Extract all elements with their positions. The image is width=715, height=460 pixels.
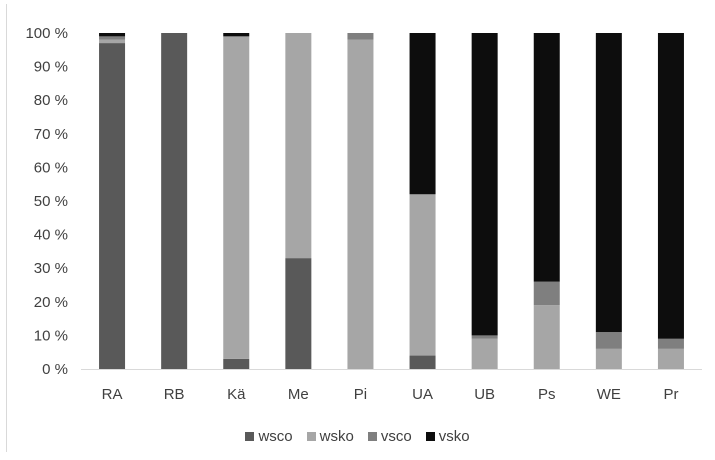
legend-label: wsco bbox=[258, 428, 293, 445]
legend-swatch bbox=[306, 432, 316, 441]
bar-segment-vsko bbox=[99, 33, 126, 37]
bar-segment-wsko bbox=[409, 194, 436, 356]
x-tick-label: RB bbox=[164, 386, 185, 403]
y-tick-label: 10 % bbox=[34, 327, 68, 344]
bar-segment-vsco bbox=[471, 335, 498, 339]
x-tick-label: UA bbox=[412, 386, 433, 403]
legend: wsco wsko vsco vsko bbox=[0, 428, 715, 445]
y-tick-label: 90 % bbox=[34, 59, 68, 76]
x-tick-label: Me bbox=[288, 386, 309, 403]
bar-segment-vsko bbox=[657, 33, 684, 339]
legend-item-vsko: vsko bbox=[425, 428, 470, 445]
bar-segment-wsko bbox=[347, 39, 374, 369]
bar-segment-vsco bbox=[99, 36, 126, 40]
legend-item-wsco: wsco bbox=[245, 428, 293, 445]
bar-segment-wsko bbox=[99, 39, 126, 44]
y-tick-label: 20 % bbox=[34, 294, 68, 311]
legend-label: vsko bbox=[438, 428, 470, 445]
y-tick-label: 30 % bbox=[34, 260, 68, 277]
bar-segment-wsko bbox=[533, 305, 560, 369]
bar-segment-vsko bbox=[471, 33, 498, 336]
y-tick-label: 50 % bbox=[34, 193, 68, 210]
x-tick-label: Pi bbox=[354, 386, 367, 403]
legend-swatch bbox=[425, 432, 435, 441]
bar-segment-wsko bbox=[595, 348, 622, 369]
y-tick-label: 100 % bbox=[25, 25, 68, 42]
bar-segment-wsko bbox=[223, 36, 250, 359]
x-tick-label: Pr bbox=[663, 386, 678, 403]
x-tick-label: WE bbox=[597, 386, 621, 403]
legend-item-wsko: wsko bbox=[306, 428, 354, 445]
bar-segment-vsko bbox=[595, 33, 622, 333]
bar-segment-wsko bbox=[657, 348, 684, 369]
bar-segment-vsco bbox=[533, 281, 560, 306]
bar-segment-vsco bbox=[657, 338, 684, 349]
bar-segment-wsko bbox=[285, 33, 312, 259]
x-tick-label: Ps bbox=[538, 386, 556, 403]
y-tick-label: 70 % bbox=[34, 126, 68, 143]
legend-item-vsco: vsco bbox=[367, 428, 412, 445]
x-tick-label: RA bbox=[102, 386, 123, 403]
bar-segment-vsco bbox=[347, 33, 374, 40]
y-tick-label: 40 % bbox=[34, 227, 68, 244]
bar-segment-wsco bbox=[223, 358, 250, 369]
legend-label: wsko bbox=[319, 428, 354, 445]
bar-segment-wsco bbox=[409, 355, 436, 369]
bar-segment-wsco bbox=[285, 258, 312, 369]
frame-border bbox=[6, 4, 7, 452]
bar-segment-wsko bbox=[471, 338, 498, 369]
bar-segment-vsko bbox=[223, 33, 250, 37]
bar-segment-vsko bbox=[533, 33, 560, 282]
y-tick-label: 0 % bbox=[42, 361, 68, 378]
x-tick-label: UB bbox=[474, 386, 495, 403]
x-tick-label: Kä bbox=[227, 386, 246, 403]
legend-swatch bbox=[367, 432, 377, 441]
legend-swatch bbox=[245, 432, 255, 441]
y-tick-label: 80 % bbox=[34, 92, 68, 109]
bar-segment-vsko bbox=[409, 33, 436, 195]
bar-segment-wsco bbox=[99, 43, 126, 370]
bar-segment-wsco bbox=[161, 33, 188, 369]
bar-segment-vsco bbox=[595, 332, 622, 349]
legend-label: vsco bbox=[380, 428, 412, 445]
y-tick-label: 60 % bbox=[34, 159, 68, 176]
